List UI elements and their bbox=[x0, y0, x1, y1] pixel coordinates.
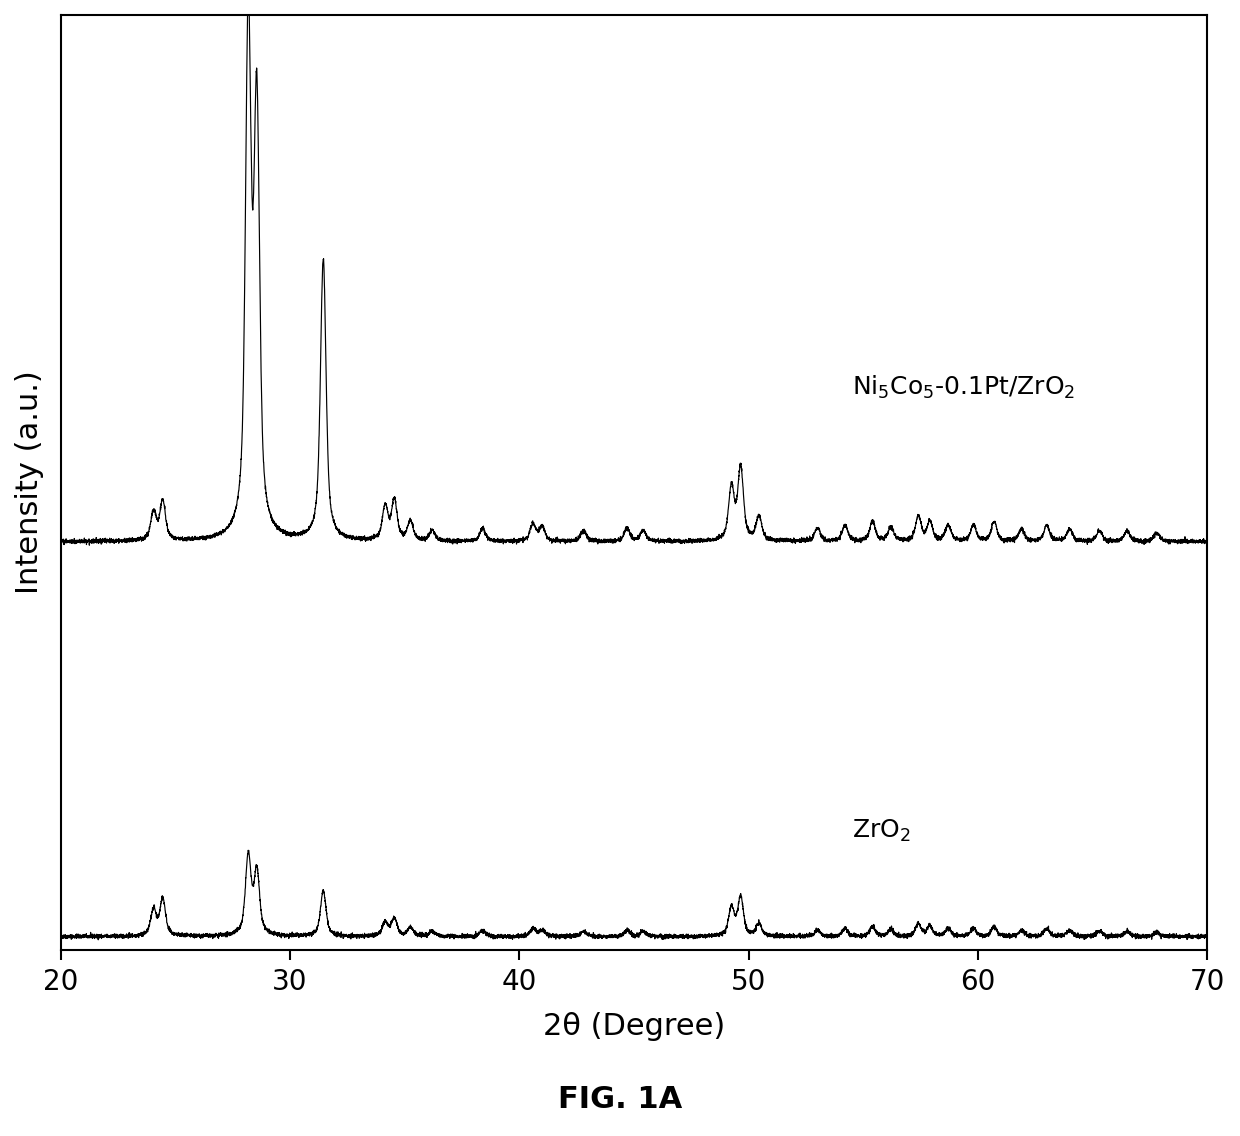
Text: FIG. 1A: FIG. 1A bbox=[558, 1085, 682, 1113]
Text: Ni$_5$Co$_5$-0.1Pt/ZrO$_2$: Ni$_5$Co$_5$-0.1Pt/ZrO$_2$ bbox=[852, 374, 1075, 401]
Y-axis label: Intensity (a.u.): Intensity (a.u.) bbox=[15, 370, 43, 594]
Text: ZrO$_2$: ZrO$_2$ bbox=[852, 818, 910, 844]
X-axis label: 2θ (Degree): 2θ (Degree) bbox=[543, 1012, 725, 1042]
